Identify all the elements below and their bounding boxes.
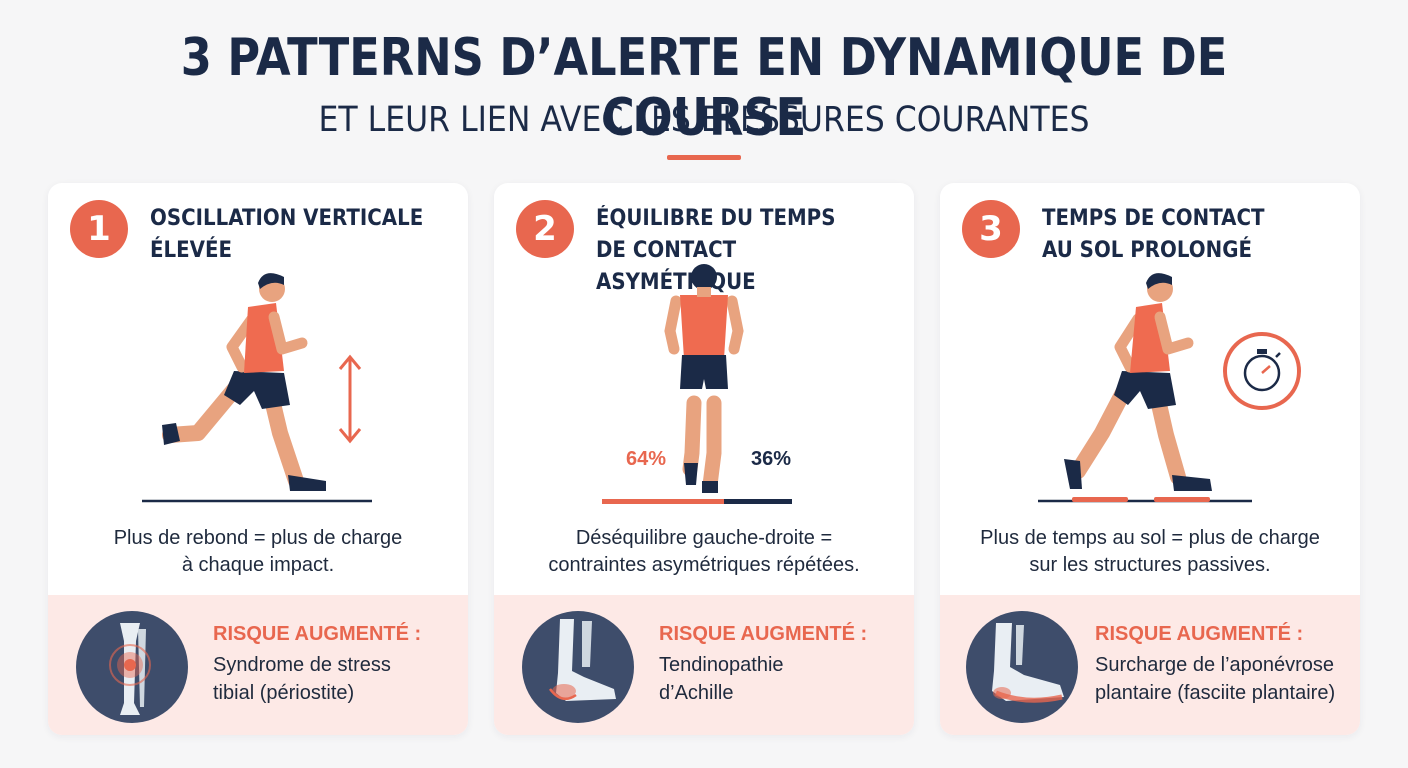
card-title: OSCILLATION VERTICALE ÉLEVÉE: [150, 203, 429, 267]
runner-contact-illustration: [1038, 273, 1301, 503]
risk-line: Tendinopathie: [659, 654, 784, 676]
risk-text: Syndrome de stress tibial (périostite): [213, 651, 463, 707]
risk-label: RISQUE AUGMENTÉ :: [659, 623, 868, 645]
risk-panel: RISQUE AUGMENTÉ : Tendinopathie d’Achill…: [494, 595, 914, 735]
vertical-arrow-icon: [338, 354, 362, 444]
balance-bar-right: [724, 499, 792, 504]
desc-line: Plus de temps au sol = plus de charge: [980, 527, 1320, 549]
desc-line: Plus de rebond = plus de charge: [113, 527, 403, 549]
pattern-card-2: 2 ÉQUILIBRE DU TEMPS DE CONTACT ASYMÉTRI…: [494, 183, 914, 735]
card-title: ÉQUILIBRE DU TEMPS DE CONTACT ASYMÉTRIQU…: [596, 203, 875, 299]
runner-back-view-icon: [664, 264, 744, 493]
card-description: Plus de temps au sol = plus de charge su…: [940, 525, 1360, 579]
risk-panel: RISQUE AUGMENTÉ : Syndrome de stress tib…: [48, 595, 468, 735]
runner-back-illustration: 64% 36%: [602, 264, 792, 504]
risk-panel: RISQUE AUGMENTÉ : Surcharge de l’aponévr…: [940, 595, 1360, 735]
number-badge: 1: [70, 200, 128, 258]
risk-line: Syndrome de stress: [213, 654, 391, 676]
desc-line: contraintes asymétriques répétées.: [548, 554, 860, 576]
right-percentage: 36%: [751, 448, 791, 470]
risk-label: RISQUE AUGMENTÉ :: [213, 623, 422, 645]
card-title-line: TEMPS DE CONTACT: [1042, 206, 1265, 231]
ground-contact-mark: [1072, 497, 1128, 502]
title-underline: [667, 155, 741, 160]
card-title: TEMPS DE CONTACT AU SOL PROLONGÉ: [1042, 203, 1321, 267]
number-badge: 3: [962, 200, 1020, 258]
page-title: 3 PATTERNS D’ALERTE EN DYNAMIQUE DE COUR…: [180, 28, 1228, 148]
pattern-card-1: 1 OSCILLATION VERTICALE ÉLEVÉE: [48, 183, 468, 735]
ground-contact-mark: [1154, 497, 1210, 502]
left-percentage: 64%: [626, 448, 666, 470]
desc-line: Déséquilibre gauche-droite =: [575, 527, 833, 549]
achilles-foot-icon: [522, 611, 634, 723]
card-title-line: ÉLEVÉE: [150, 238, 233, 263]
card-title-line: DE CONTACT ASYMÉTRIQUE: [596, 238, 756, 295]
risk-label: RISQUE AUGMENTÉ :: [1095, 623, 1304, 645]
card-description: Plus de rebond = plus de charge à chaque…: [48, 525, 468, 579]
risk-line: tibial (périostite): [213, 682, 355, 704]
card-title-line: OSCILLATION VERTICALE: [150, 206, 424, 231]
card-description: Déséquilibre gauche-droite = contraintes…: [494, 525, 914, 579]
card-title-line: ÉQUILIBRE DU TEMPS: [596, 206, 836, 231]
desc-line: sur les structures passives.: [1029, 554, 1271, 576]
card-title-line: AU SOL PROLONGÉ: [1042, 238, 1252, 263]
desc-line: à chaque impact.: [181, 554, 335, 576]
risk-line: Surcharge de l’aponévrose: [1095, 654, 1335, 676]
stopwatch-icon: [1223, 332, 1301, 410]
number-badge: 2: [516, 200, 574, 258]
balance-bar-left: [602, 499, 724, 504]
risk-line: d’Achille: [659, 682, 734, 704]
risk-line: plantaire (fasciite plantaire): [1095, 682, 1336, 704]
risk-text: Surcharge de l’aponévrose plantaire (fas…: [1095, 651, 1360, 707]
runner-icon: [1064, 273, 1212, 491]
runner-bounce-illustration: [142, 273, 372, 503]
plantar-foot-icon: [966, 611, 1078, 723]
page-subtitle: ET LEUR LIEN AVEC LES BLESSURES COURANTE…: [318, 100, 1090, 140]
runner-icon: [162, 273, 326, 491]
risk-text: Tendinopathie d’Achille: [659, 651, 909, 707]
pattern-card-3: 3 TEMPS DE CONTACT AU SOL PROLONGÉ: [940, 183, 1360, 735]
tibia-bone-icon: [76, 611, 188, 723]
